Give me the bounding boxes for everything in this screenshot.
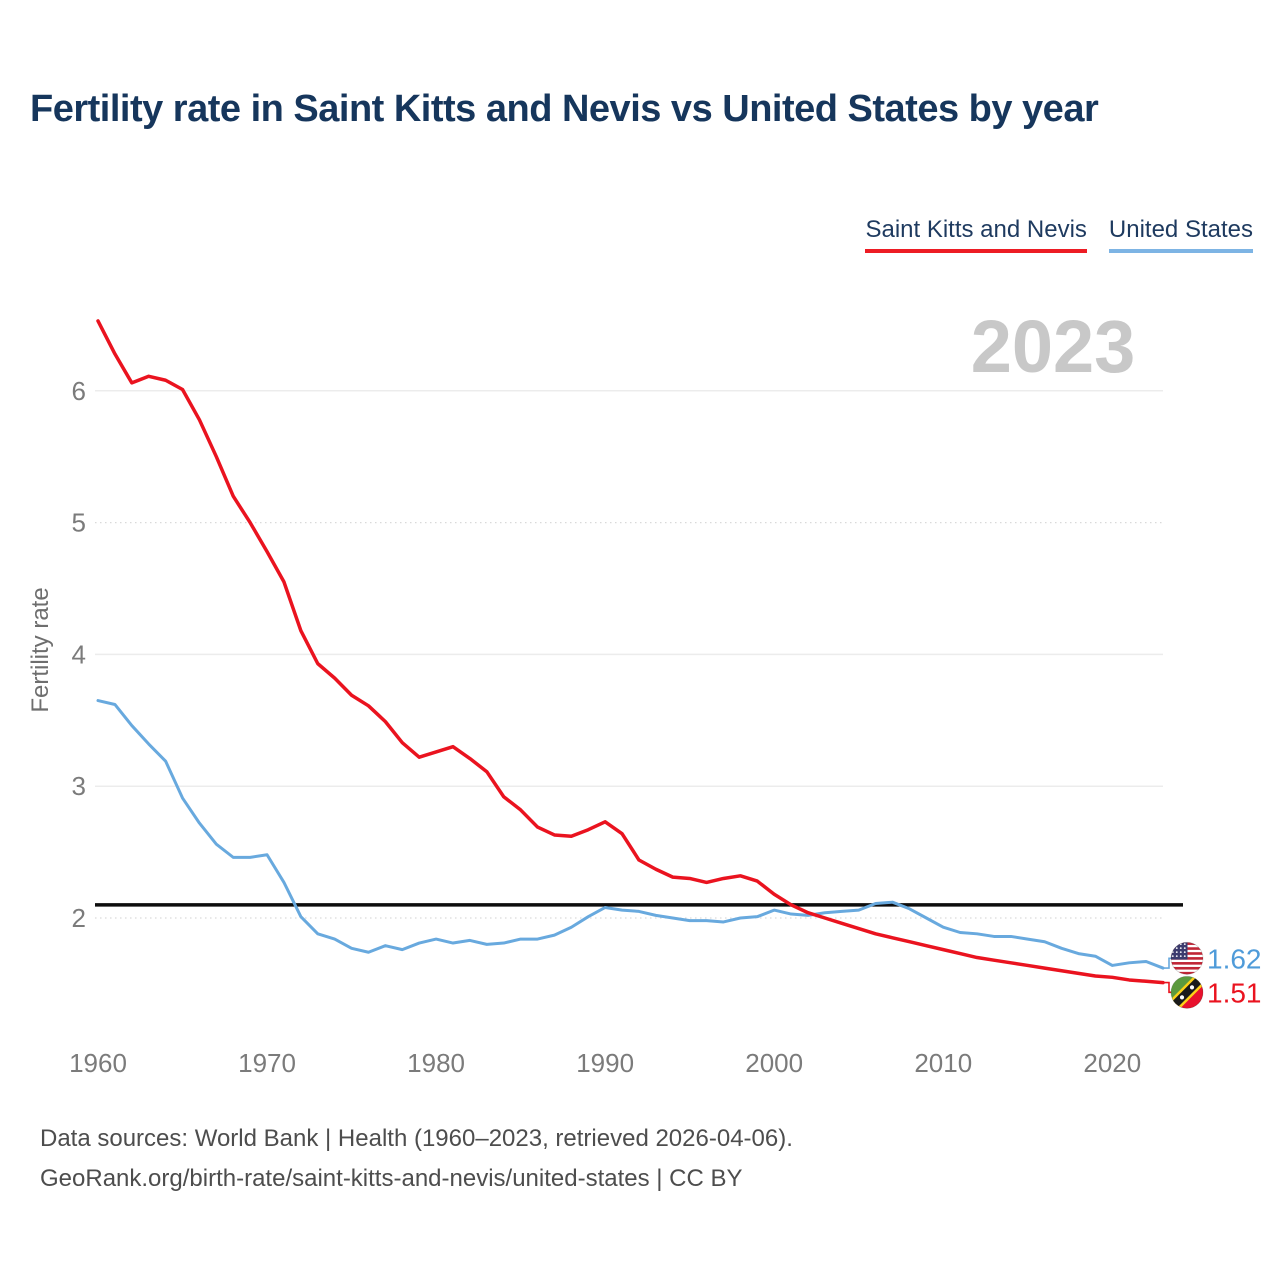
series-line-united-states[interactable]	[96, 699, 1165, 970]
x-tick-label-1980: 1980	[407, 1048, 465, 1078]
legend: Saint Kitts and Nevis United States	[865, 216, 1253, 253]
y-tick-label-5: 5	[72, 508, 86, 538]
watermark-year: 2023	[971, 305, 1136, 388]
x-tick-label-1990: 1990	[576, 1048, 634, 1078]
y-axis-title: Fertility rate	[27, 587, 54, 712]
y-tick-label-3: 3	[72, 771, 86, 801]
legend-item-saint-kitts-and-nevis[interactable]: Saint Kitts and Nevis	[865, 216, 1087, 253]
chart-footer: Data sources: World Bank | Health (1960–…	[40, 1119, 793, 1199]
us-flag-icon	[1170, 941, 1204, 975]
x-tick-label-2010: 2010	[914, 1048, 972, 1078]
y-tick-label-2: 2	[72, 903, 86, 933]
x-tick-label-2000: 2000	[745, 1048, 803, 1078]
page-title: Fertility rate in Saint Kitts and Nevis …	[30, 88, 1099, 130]
y-tick-label-6: 6	[72, 376, 86, 406]
x-tick-label-1970: 1970	[238, 1048, 296, 1078]
saint-kitts-nevis-flag-icon	[1170, 975, 1204, 1009]
series-line-saint-kitts-and-nevis[interactable]	[96, 319, 1165, 985]
x-tick-label-1960: 1960	[69, 1048, 127, 1078]
legend-item-united-states[interactable]: United States	[1108, 216, 1253, 253]
attribution-text: GeoRank.org/birth-rate/saint-kitts-and-n…	[40, 1165, 743, 1192]
end-value-label-saint-kitts-and-nevis: 1.51	[1207, 977, 1262, 1008]
end-value-label-united-states: 1.62	[1207, 943, 1262, 974]
y-tick-label-4: 4	[72, 639, 86, 669]
x-tick-label-2020: 2020	[1083, 1048, 1141, 1078]
data-sources-text: Data sources: World Bank | Health (1960–…	[40, 1125, 793, 1152]
